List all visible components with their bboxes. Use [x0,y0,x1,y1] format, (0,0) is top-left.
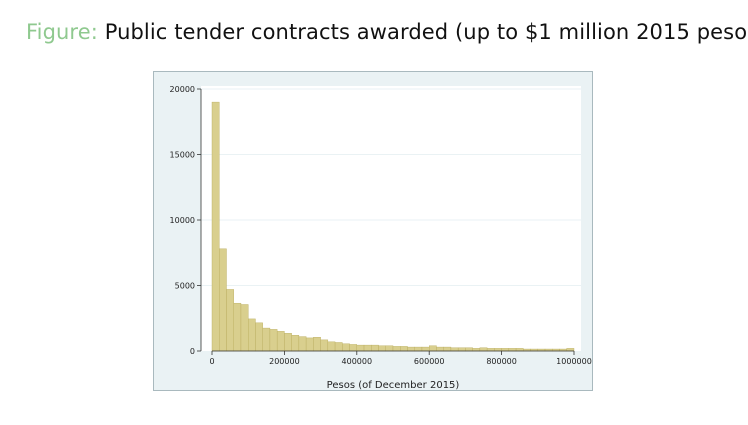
histogram-bar [247,318,256,352]
histogram-bar [269,329,278,352]
histogram-bar [392,346,401,352]
histogram-bar [436,346,444,352]
histogram-bar [421,346,430,352]
histogram-bar [262,327,271,352]
histogram-bar [465,347,473,352]
y-tick-label: 10000 [170,216,195,225]
x-tick-label: 600000 [414,357,445,366]
histogram-bars [211,101,575,352]
histogram-bar [450,347,459,352]
histogram-bar [429,345,437,352]
histogram-bar [407,346,415,352]
histogram-bar [233,302,242,352]
y-axis-ticks: 0 5000 10000 15000 20000 [170,85,201,356]
histogram-bar [371,344,379,352]
y-tick-label: 5000 [175,282,195,291]
histogram-bar [385,345,394,352]
histogram-bar [414,346,423,352]
histogram-bar [291,335,300,352]
histogram-bar [334,342,343,352]
histogram-bar [305,337,314,352]
histogram-bar [211,101,220,352]
histogram-bar [349,344,357,352]
figure-caption-text: Public tender contracts awarded (up to $… [104,20,748,44]
x-tick-label: 0 [209,357,214,366]
x-tick-label: 400000 [342,357,373,366]
x-tick-label: 200000 [269,357,300,366]
histogram-bar [219,248,227,352]
histogram-bar [327,341,336,352]
histogram-bar [356,344,365,352]
histogram-bar [363,344,372,352]
histogram-bar [400,346,408,352]
x-axis-ticks: 0 200000 400000 600000 800000 1000000 [209,351,592,366]
histogram-bar [479,347,488,352]
plot-area [201,86,581,351]
histogram-bar [457,347,466,352]
histogram-bar [284,333,292,352]
histogram-bar [443,346,452,352]
y-tick-label: 15000 [170,151,195,160]
y-tick-label: 0 [190,347,195,356]
histogram-bar [320,339,329,352]
x-tick-label: 800000 [486,357,517,366]
histogram-bar [378,345,386,352]
histogram-bar [255,322,263,352]
y-tick-label: 20000 [170,85,195,94]
histogram-bar [226,289,234,352]
histogram-bar [313,337,321,352]
histogram-bar [298,336,307,352]
figure-label: Figure: [26,20,98,44]
histogram-bar [342,343,350,352]
x-tick-label: 1000000 [556,357,592,366]
grid-lines [201,88,581,286]
figure-caption: Figure: Public tender contracts awarded … [26,20,748,44]
histogram-bar [240,304,249,352]
histogram-bar [276,331,285,352]
x-axis-title: Pesos (of December 2015) [327,380,460,391]
histogram-chart: 0 5000 10000 15000 20000 0 200000 400000 600000… [153,71,593,391]
